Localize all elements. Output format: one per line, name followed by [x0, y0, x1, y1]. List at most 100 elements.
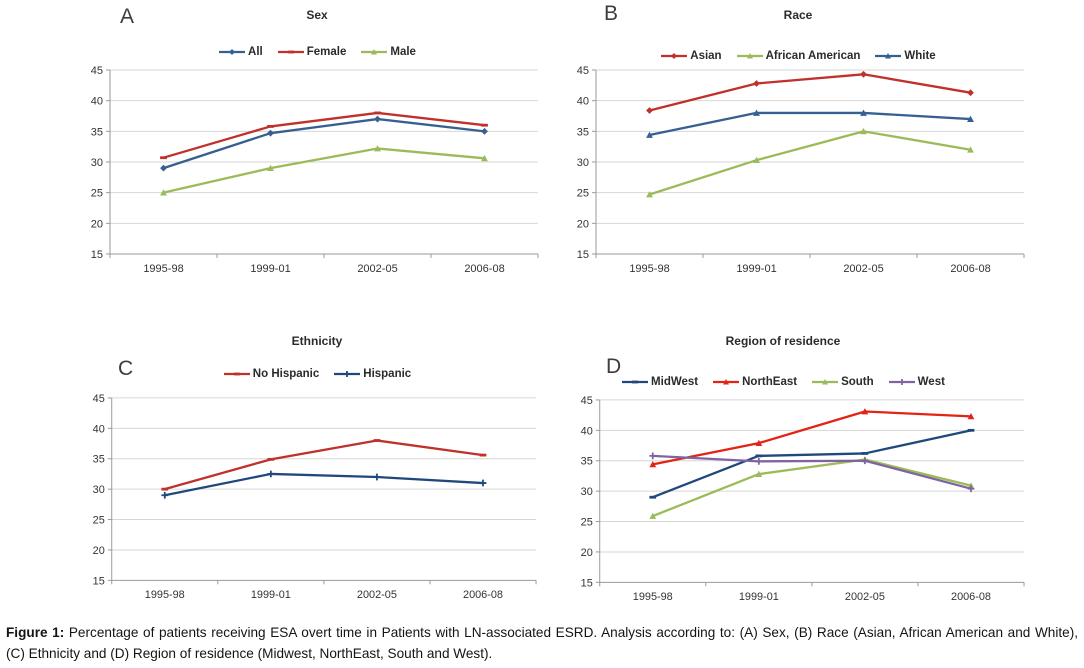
y-tick-label: 35: [93, 454, 105, 466]
data-point-marker: [161, 487, 169, 491]
chart-title-ethnicity: Ethnicity: [291, 334, 343, 348]
series-line: [648, 111, 972, 137]
data-point-marker: [649, 452, 657, 460]
charts-grid: A Sex All Female Male 45 40 35 30 25 20 15 1995-9…: [0, 0, 1084, 618]
data-point-marker: [160, 156, 167, 160]
data-point-marker: [967, 89, 974, 97]
line-chart-sex: 45 40 35 30 25 20 15 1995-98 1999-01 2002-05 2006-…: [91, 65, 539, 275]
data-point-marker: [649, 512, 657, 519]
legend-item: NorthEast: [712, 376, 797, 388]
data-point-marker: [860, 70, 867, 78]
legend-marker-icon: [622, 380, 649, 384]
data-point-marker: [861, 452, 869, 455]
y-tick-label: 45: [93, 393, 105, 405]
figure-caption-text: Percentage of patients receiving ESA ove…: [6, 625, 1078, 661]
data-point-marker: [860, 109, 867, 116]
figure-caption-label: Figure 1:: [6, 625, 65, 640]
data-point-marker: [753, 156, 760, 164]
legend-marker-icon: [875, 53, 902, 59]
y-tick-label: 15: [581, 577, 593, 589]
line-chart-ethnicity: 45 40 35 30 25 20 15 1995-98 1999-01 2002-05 2006-…: [93, 393, 537, 601]
y-tick-label: 40: [577, 96, 589, 108]
y-tick-label: 30: [93, 484, 105, 496]
x-tick-label: 1999-01: [251, 589, 291, 601]
x-tick-label: 2006-08: [463, 589, 503, 601]
data-point-marker: [861, 408, 869, 415]
series-line: [651, 410, 973, 466]
line-chart-region: 45 40 35 30 25 20 15 1995-98 1999-01 2002-05 2006-…: [581, 395, 1025, 603]
legend-label: Hispanic: [363, 368, 412, 380]
y-tick-label: 45: [581, 395, 593, 407]
panel-letter-d: D: [606, 355, 622, 378]
data-point-marker: [267, 164, 274, 172]
data-point-marker: [755, 470, 763, 477]
legend-label: Female: [306, 46, 347, 58]
legend-marker-icon: [736, 53, 763, 59]
y-tick-label: 15: [93, 575, 105, 587]
legend-item: West: [888, 376, 945, 388]
y-tick-label: 20: [91, 218, 103, 230]
legend-label: White: [904, 50, 936, 62]
panel-sex: A Sex All Female Male 45 40 35 30 25 20 15 1995-9…: [0, 0, 542, 326]
chart-title-sex: Sex: [306, 8, 328, 22]
panel-region: D Region of residence MidWest NorthEast So…: [542, 326, 1084, 618]
legend-marker-icon: [334, 371, 361, 377]
legend-item: Male: [360, 46, 416, 58]
data-point-marker: [755, 439, 763, 446]
y-tick-label: 30: [91, 157, 103, 169]
series-line: [651, 454, 973, 490]
x-tick-label: 2006-08: [951, 591, 991, 603]
legend-label: No Hispanic: [252, 368, 320, 380]
y-tick-label: 15: [91, 249, 103, 261]
data-point-marker: [160, 164, 167, 172]
data-point-marker: [860, 127, 867, 135]
data-point-marker: [373, 473, 381, 481]
legend-marker-icon: [219, 49, 246, 55]
data-point-marker: [481, 127, 488, 135]
data-point-marker: [753, 80, 760, 87]
data-point-marker: [646, 131, 653, 138]
series-line: [651, 429, 973, 499]
legend-label: NorthEast: [742, 376, 798, 388]
x-tick-label: 2002-05: [357, 589, 397, 601]
y-tick-label: 25: [93, 515, 105, 527]
y-tick-label: 25: [577, 188, 589, 200]
data-point-marker: [967, 485, 975, 493]
legend-item: All: [218, 46, 263, 58]
data-point-marker: [479, 453, 487, 457]
data-point-marker: [967, 146, 974, 153]
legend-item: Female: [277, 46, 347, 58]
legend-label: MidWest: [651, 376, 699, 388]
y-tick-label: 40: [581, 425, 593, 437]
data-point-marker: [373, 439, 381, 442]
data-point-marker: [861, 457, 869, 465]
chart-legend-sex: All Female Male: [92, 46, 542, 58]
panel-letter-a: A: [120, 5, 135, 28]
y-tick-label: 20: [93, 545, 105, 557]
data-point-marker: [267, 457, 275, 461]
x-tick-label: 1995-98: [629, 263, 669, 275]
legend-marker-icon: [812, 379, 839, 385]
x-tick-label: 1995-98: [633, 591, 673, 603]
legend-item: No Hispanic: [223, 368, 319, 380]
legend-marker-icon: [361, 49, 388, 55]
data-point-marker: [646, 107, 653, 114]
y-tick-label: 25: [91, 188, 103, 200]
legend-marker-icon: [713, 379, 740, 385]
legend-item: Asian: [660, 50, 722, 62]
line-chart-race: 45 40 35 30 25 20 15 1995-98 1999-01 2002-05 2006-…: [577, 65, 1025, 275]
series-line: [163, 472, 485, 497]
legend-item: Hispanic: [333, 368, 411, 380]
data-point-marker: [267, 470, 275, 478]
data-point-marker: [160, 189, 167, 196]
y-tick-label: 30: [581, 486, 593, 498]
legend-marker-icon: [223, 372, 250, 376]
series-line: [651, 458, 973, 518]
series-line: [162, 147, 486, 194]
series-line: [648, 130, 972, 196]
legend-marker-icon: [888, 379, 915, 385]
chart-title-region: Region of residence: [725, 334, 841, 348]
y-tick-label: 25: [581, 517, 593, 529]
data-point-marker: [755, 457, 763, 465]
chart-legend-race: Asian African American White: [568, 50, 1028, 62]
